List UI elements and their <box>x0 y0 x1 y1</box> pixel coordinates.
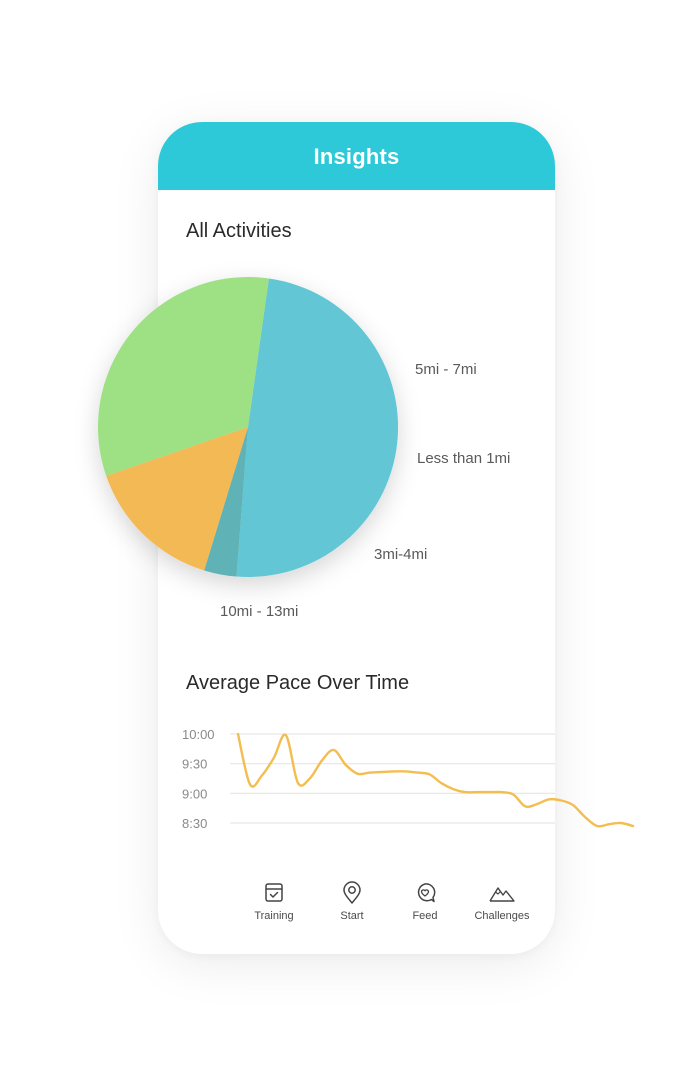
chat-heart-icon <box>417 883 436 903</box>
tab-training-label: Training <box>254 910 294 922</box>
tab-challenges-label: Challenges <box>474 910 530 922</box>
pie-label-1: Less than 1mi <box>417 450 510 467</box>
pace-title: Average Pace Over Time <box>186 672 410 694</box>
all-activities-title: All Activities <box>186 220 292 242</box>
pie-label-2: 3mi-4mi <box>374 546 427 563</box>
mountains-icon <box>489 887 515 902</box>
header-bar: Insights <box>158 122 555 190</box>
pace-tick-label: 10:00 <box>182 727 215 742</box>
tab-start[interactable]: Start <box>312 880 392 922</box>
pie-label-0: 5mi - 7mi <box>415 361 477 378</box>
tab-feed-label: Feed <box>412 910 438 922</box>
pace-tick-label: 8:30 <box>182 816 207 831</box>
pace-series-line <box>236 732 635 828</box>
pace-tick-label: 9:00 <box>182 786 207 801</box>
pie-slice-2 <box>106 427 248 571</box>
pace-line-chart: 10:00 9:30 9:00 8:30 <box>182 727 635 831</box>
pie-slice-3 <box>97 276 269 476</box>
pie-slice-1 <box>204 427 248 577</box>
tab-challenges[interactable]: Challenges <box>462 880 542 922</box>
pie-slice-0 <box>236 278 399 578</box>
activities-pie-chart: 5mi - 7mi Less than 1mi 3mi-4mi 10mi - 13mi <box>97 276 510 620</box>
map-pin-icon <box>343 881 361 904</box>
pie-label-3: 10mi - 13mi <box>220 603 298 620</box>
tab-feed[interactable]: Feed <box>385 880 465 922</box>
pace-tick-label: 9:30 <box>182 757 207 772</box>
page-title: Insights <box>313 144 400 169</box>
tab-training[interactable]: Training <box>234 880 314 922</box>
calendar-check-icon <box>265 883 283 902</box>
tab-start-label: Start <box>340 910 364 922</box>
